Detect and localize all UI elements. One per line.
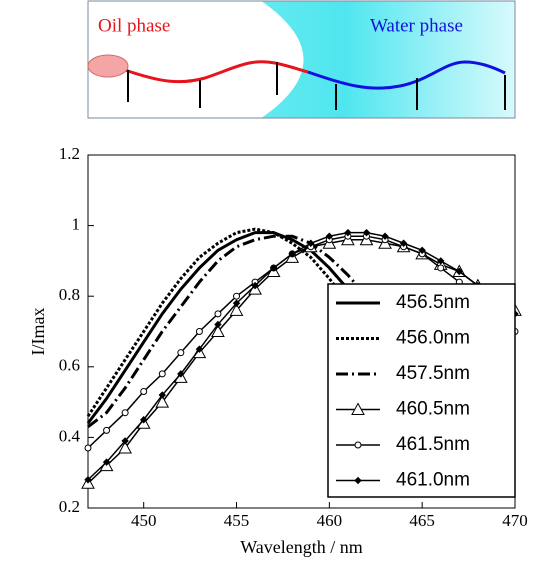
marker bbox=[381, 232, 389, 240]
legend-box bbox=[327, 283, 516, 498]
marker bbox=[214, 320, 222, 329]
marker bbox=[455, 267, 464, 276]
legend-entry: 456.0nm bbox=[336, 328, 470, 349]
marker bbox=[232, 299, 241, 307]
legend-label: 461.0nm bbox=[396, 470, 470, 491]
water-chain bbox=[307, 60, 506, 90]
plot: 0.2 0.4 0.6 0.8 1 1.2 450 455 460 465 470 Wavelengt… bbox=[28, 144, 528, 557]
marker bbox=[288, 250, 296, 258]
marker bbox=[437, 257, 445, 265]
marker bbox=[121, 437, 129, 445]
marker bbox=[84, 444, 92, 452]
oil-chain bbox=[124, 60, 309, 84]
marker bbox=[158, 370, 166, 378]
y-tick-label: 0.4 bbox=[59, 426, 81, 445]
marker bbox=[121, 409, 129, 417]
y-tick-label: 0.2 bbox=[59, 497, 80, 516]
series-line bbox=[87, 235, 516, 449]
x-tick-label: 455 bbox=[224, 511, 250, 530]
marker bbox=[139, 416, 148, 424]
marker bbox=[102, 458, 111, 466]
legend-label: 457.5nm bbox=[396, 363, 470, 384]
series bbox=[84, 228, 519, 484]
oil-region bbox=[88, 1, 304, 118]
y-axis-label: I/Imax bbox=[28, 308, 48, 356]
series-line bbox=[87, 231, 516, 481]
water-label: Water phase bbox=[370, 15, 463, 36]
marker bbox=[118, 440, 132, 454]
oil-label: Oil phase bbox=[98, 15, 170, 36]
marker bbox=[362, 228, 371, 237]
marker bbox=[195, 328, 203, 335]
legend: 456.5nm 456.0nm 457.5nm 460.5nm 461.5nm 461.0… bbox=[327, 283, 516, 498]
marker bbox=[84, 476, 92, 484]
marker bbox=[269, 264, 278, 272]
head-group bbox=[87, 54, 129, 78]
marker bbox=[344, 228, 352, 237]
diagram-border bbox=[87, 0, 516, 119]
legend-label: 456.5nm bbox=[396, 292, 470, 313]
marker bbox=[418, 246, 426, 255]
y-tick-label: 1.2 bbox=[59, 144, 80, 163]
legend-entry: 457.5nm bbox=[336, 363, 470, 384]
legend-label: 461.5nm bbox=[396, 434, 470, 455]
marker bbox=[399, 239, 408, 247]
marker bbox=[155, 395, 170, 408]
legend-entry: 460.5nm bbox=[336, 399, 470, 420]
marker bbox=[354, 476, 362, 485]
x-axis-label: Wavelength / nm bbox=[240, 537, 363, 557]
x-tick-label: 460 bbox=[317, 511, 343, 530]
marker bbox=[103, 426, 111, 434]
marker bbox=[233, 292, 241, 300]
legend-entry: 456.5nm bbox=[336, 292, 470, 313]
x-tick-label: 465 bbox=[409, 511, 435, 530]
marker bbox=[158, 391, 166, 399]
marker bbox=[177, 349, 185, 357]
marker bbox=[251, 281, 259, 290]
diagram: Oil phase Water phase bbox=[87, 0, 516, 119]
marker bbox=[325, 232, 334, 240]
marker bbox=[211, 324, 225, 337]
legend-entry: 461.5nm bbox=[336, 434, 470, 455]
marker bbox=[307, 239, 315, 247]
chain-ticks bbox=[127, 62, 506, 110]
legend-label: 456.0nm bbox=[396, 328, 470, 349]
marker bbox=[214, 310, 222, 318]
y-tick-label: 0.8 bbox=[59, 285, 80, 304]
marker bbox=[177, 370, 185, 378]
legend-entry: 461.0nm bbox=[336, 470, 470, 491]
marker bbox=[140, 388, 148, 396]
marker bbox=[229, 303, 244, 316]
y-tick-label: 0.6 bbox=[59, 356, 80, 375]
x-tick-label: 470 bbox=[502, 511, 528, 530]
marker bbox=[354, 441, 362, 449]
marker bbox=[437, 264, 445, 272]
y-tick-label: 1 bbox=[72, 215, 81, 234]
x-tick-label: 450 bbox=[131, 511, 157, 530]
legend-label: 460.5nm bbox=[396, 399, 470, 420]
marker bbox=[351, 402, 365, 415]
marker bbox=[195, 345, 204, 353]
